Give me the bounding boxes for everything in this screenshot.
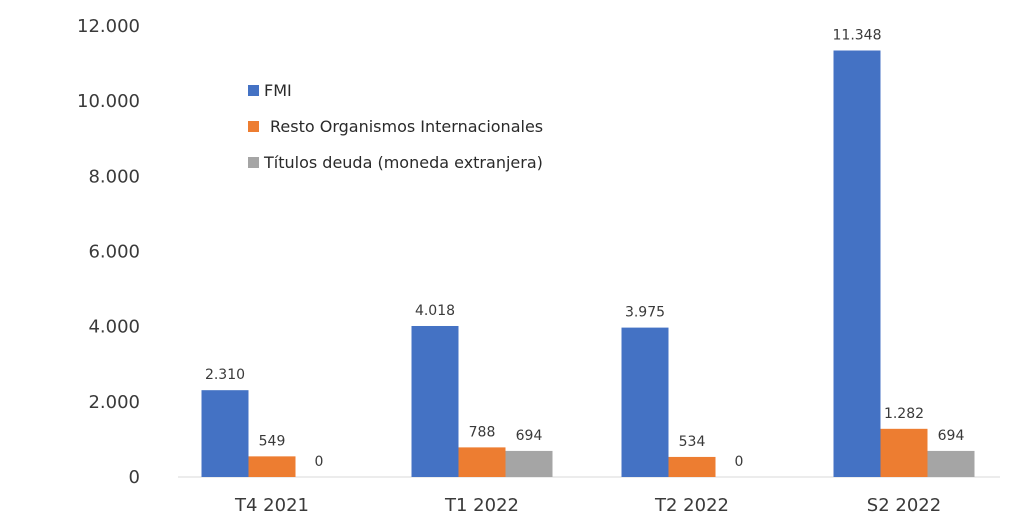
y-tick-label: 2.000 [88,392,140,413]
bars [201,50,975,477]
data-label: 11.348 [833,28,882,44]
legend-label: FMI [264,81,292,100]
x-tick-label: T4 2021 [234,495,309,516]
y-tick-label: 0 [129,467,140,488]
x-tick-label: T2 2022 [654,495,729,516]
bar [248,456,296,477]
y-tick-label: 8.000 [88,166,140,187]
bar [833,50,881,477]
bar [880,428,928,477]
bar [621,327,669,477]
bar [927,450,975,477]
bar [668,456,716,477]
data-label: 0 [735,454,744,470]
data-label: 1.282 [884,406,924,422]
y-tick-label: 12.000 [77,16,140,37]
legend-swatch [248,121,259,132]
bar [505,450,553,477]
data-label: 534 [679,434,706,450]
bar [411,325,459,477]
x-axis: T4 2021 T1 2022 T2 2022 S2 2022 [178,476,1000,516]
data-labels: 2.310 549 0 4.018 788 694 3.975 534 0 11.348 1.282… [205,28,964,470]
legend-swatch [248,85,259,96]
data-label: 3.975 [625,305,665,321]
data-label: 694 [938,428,965,444]
legend-label: Resto Organismos Internacionales [270,117,543,136]
data-label: 694 [516,428,543,444]
data-label: 4.018 [415,303,455,319]
legend: FMI Resto Organismos Internacionales Títul… [248,81,543,172]
legend-swatch [248,157,259,168]
y-axis: 0 2.000 4.000 6.000 8.000 10.000 12.000 [77,16,140,488]
y-tick-label: 6.000 [88,242,140,263]
y-tick-label: 10.000 [77,91,140,112]
x-tick-label: S2 2022 [867,495,941,516]
bar [458,447,506,477]
y-tick-label: 4.000 [88,317,140,338]
legend-label: Títulos deuda (moneda extranjera) [263,153,543,172]
bar [201,390,249,477]
x-tick-label: T1 2022 [444,495,519,516]
data-label: 549 [259,433,286,449]
data-label: 0 [315,454,324,470]
data-label: 2.310 [205,367,245,383]
data-label: 788 [469,424,496,440]
